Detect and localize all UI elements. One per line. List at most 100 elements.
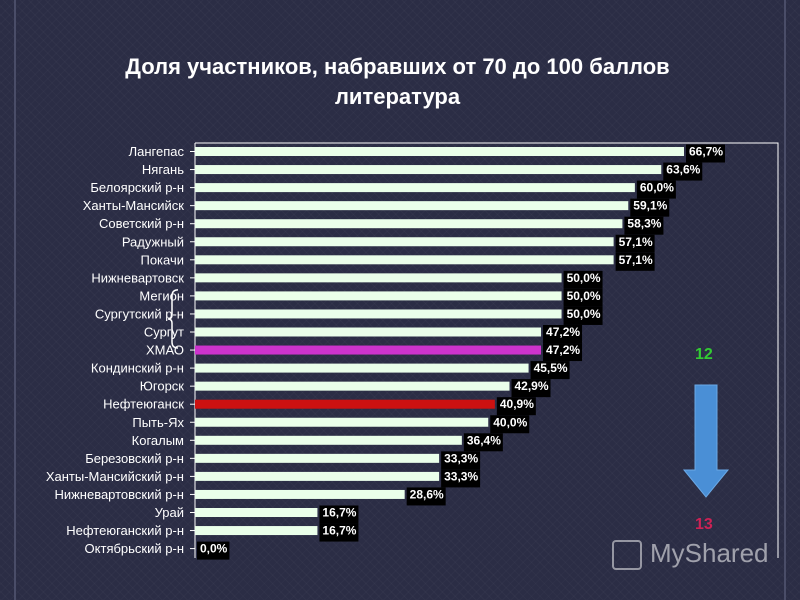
bar [195,471,440,481]
bar [195,381,510,391]
category-label: Советский р-н [99,216,184,231]
category-label: Сургут [144,325,184,340]
value-label: 33,3% [444,469,478,483]
category-label: Когалым [132,433,184,448]
value-label: 0,0% [200,542,228,556]
bar [195,291,562,301]
value-label: 59,1% [633,199,667,213]
value-label: 36,4% [467,433,501,447]
value-label: 40,9% [500,397,534,411]
value-label: 50,0% [567,307,601,321]
value-label: 50,0% [567,271,601,285]
value-label-background [563,306,603,325]
value-label-background [319,523,359,542]
bar [195,237,614,247]
bar [195,273,562,283]
value-label-background [636,180,676,199]
value-label: 47,2% [546,343,580,357]
category-label: Ханты-Мансийский р-н [46,469,184,484]
category-label: Пыть-Ях [132,415,184,430]
chart-title: Доля участников, набравших от 70 до 100 … [0,52,795,112]
value-label-background [543,325,583,343]
value-label: 60,0% [640,181,674,195]
category-label: Югорск [140,379,185,394]
value-label-background [441,469,481,488]
value-label: 40,0% [493,415,527,429]
value-label: 63,6% [666,163,700,177]
category-label: Нижневартовский р-н [54,487,184,502]
bar [195,309,562,319]
value-label-background [319,505,359,524]
bar [195,417,489,427]
value-label-background [511,379,551,398]
value-label-background [624,216,664,235]
category-label: Кондинский р-н [91,361,184,376]
bar [195,526,318,536]
value-label-background [406,487,446,506]
value-label: 58,3% [627,217,661,231]
bar [195,201,629,211]
bar [195,165,662,175]
bar [195,147,684,156]
plot-frame [195,142,779,558]
category-label: Ханты-Мансийск [83,198,185,213]
bar [195,183,635,193]
category-label: Нижневартовск [91,270,184,285]
down-arrow-icon [682,384,730,498]
category-label: Сургутский р-н [95,306,184,321]
value-label-background [563,270,603,289]
annotation-rank-bottom: 13 [695,516,713,533]
chart-title-line1: Доля участников, набравших от 70 до 100 … [125,54,670,79]
category-label: Белоярский р-н [90,180,184,195]
category-label: Радужный [122,234,184,249]
value-label: 57,1% [619,253,653,267]
category-label: Покачи [140,252,184,267]
bar [195,219,623,229]
value-label-background [490,415,530,434]
bar [195,327,542,337]
bar [195,489,405,499]
value-label: 28,6% [410,487,444,501]
bar [195,363,529,373]
value-label: 47,2% [546,325,580,339]
value-label-background [615,252,655,271]
bar [195,255,614,265]
bar [195,508,318,517]
category-label: Нефтеюганск [103,397,184,412]
value-label-background [563,288,603,307]
bar [195,435,462,445]
value-label-background [463,433,503,452]
value-label-background [530,361,570,380]
value-label: 50,0% [567,289,601,303]
category-label: Нефтеюганский р-н [66,523,184,538]
category-label: Березовский р-н [85,451,184,466]
value-label: 16,7% [322,506,356,520]
value-label-background [686,144,725,163]
value-label-background [441,451,481,470]
left-frame-line [14,0,30,600]
bar [195,399,495,409]
annotation-rank-top: 12 [695,346,713,363]
value-label-background [543,343,583,362]
value-label-background [496,397,536,416]
category-label: Нягань [142,162,184,177]
category-label: Лангепас [129,144,185,159]
chart-title-line2: литература [334,84,461,109]
bar [195,453,440,463]
watermark-text: MyShared [650,538,769,568]
category-label: ХМАО [146,343,184,358]
value-label-background [615,234,655,253]
value-label-background [663,162,703,181]
right-frame-line [770,0,786,600]
value-label-background [630,198,670,217]
category-label: Октябрьский р-н [85,541,184,556]
value-label: 45,5% [534,361,568,375]
bar [195,345,542,355]
value-label: 33,3% [444,451,478,465]
value-label: 42,9% [515,379,549,393]
category-label: Урай [155,505,184,520]
value-label: 16,7% [322,524,356,538]
value-label-background [197,541,230,560]
value-label: 57,1% [619,235,653,249]
